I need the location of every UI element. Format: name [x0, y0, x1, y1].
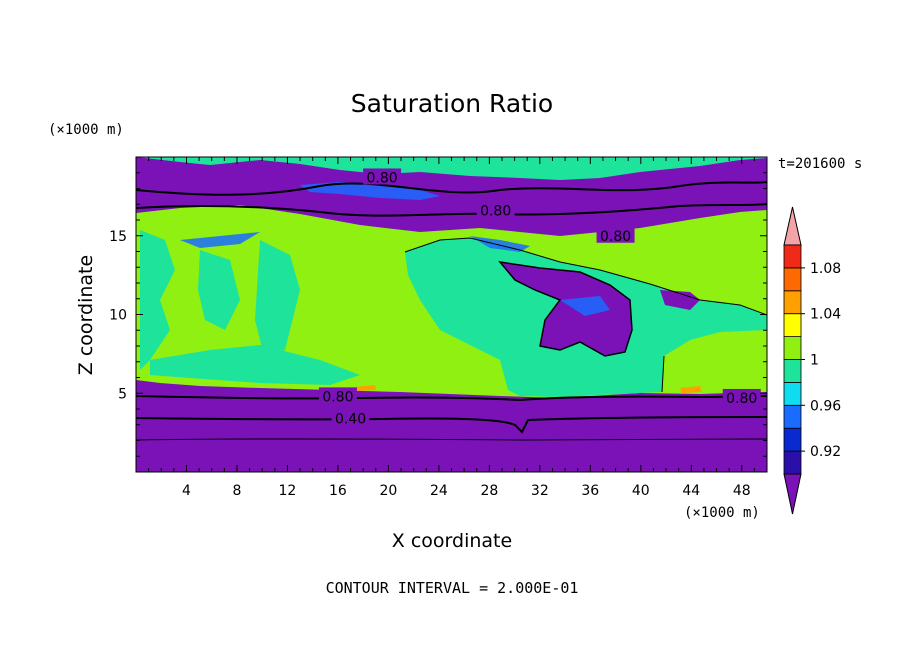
plot-area: 0.80 0.80 0.80 0.80 0.40 0.80: [136, 157, 767, 472]
y-tick-label: 15: [109, 229, 127, 245]
contour-label-bg: [318, 387, 357, 404]
colorbar-tick-label: 1.08: [810, 261, 841, 277]
y-unit-label: (×1000 m): [48, 122, 124, 138]
colorbar-tick-label: 0.92: [810, 444, 841, 460]
time-label: t=201600 s: [778, 156, 862, 172]
x-tick-label: 44: [682, 483, 700, 499]
colorbar-tick-label: 1.04: [810, 307, 841, 323]
colorbar-swatch: [783, 404, 802, 429]
y-tick-label: 10: [109, 308, 127, 324]
contour-line: [404, 237, 767, 316]
x-tick-label: 32: [531, 483, 549, 499]
colorbar-tick-label: 0.96: [810, 398, 841, 414]
field-dry-cloud: [500, 262, 632, 356]
contour-line: [661, 355, 665, 393]
field-dry-patch-right: [660, 290, 700, 310]
colorbar-swatch: [783, 427, 802, 452]
x-tick-label: 20: [379, 483, 397, 499]
x-tick-label: 36: [581, 483, 599, 499]
contour-line: [136, 416, 767, 434]
footer-text: CONTOUR INTERVAL = 2.000E-01: [326, 579, 579, 597]
contour-line: [136, 395, 767, 402]
x-tick-label: 12: [279, 483, 297, 499]
contour-label: 0.80: [726, 391, 757, 407]
colorbar-swatch: [783, 313, 802, 338]
x-axis-title: X coordinate: [392, 530, 512, 552]
field-aqua-strip-top: [136, 157, 767, 180]
contour-line: [136, 181, 767, 196]
colorbar-swatch: [783, 290, 802, 315]
field-orange-speck-left: [355, 385, 376, 391]
contour-lines: [136, 181, 767, 441]
colorbar-end-max: [783, 206, 802, 246]
field-blue-band: [180, 182, 610, 316]
colorbar: 0.92 0.96 1 1.04 1.08: [783, 206, 841, 515]
contour-label: 0.80: [367, 170, 398, 186]
x-tick-label: 16: [329, 483, 347, 499]
contour-line: [136, 438, 767, 441]
contour-label-bg: [722, 388, 761, 405]
y-axis: 5 10 15: [109, 172, 767, 457]
contour-label-bg: [596, 226, 635, 243]
colorbar-swatch: [783, 381, 802, 406]
contour-line: [498, 260, 633, 357]
colorbar-swatch: [783, 450, 802, 475]
y-tick-label: 5: [118, 386, 127, 402]
field-aqua-patches-left: [140, 230, 360, 385]
field-orange-speck-right: [680, 386, 702, 393]
x-axis: 4 8 12 16 20 24 28 32 36 40 44 48: [148, 157, 755, 499]
contour-label: 0.80: [322, 389, 353, 405]
contour-label-bg: [363, 168, 402, 185]
contour-label: 0.80: [600, 229, 631, 245]
x-unit-label: (×1000 m): [684, 505, 760, 521]
x-tick-label: 28: [480, 483, 498, 499]
colorbar-end-min: [783, 473, 802, 515]
x-tick-label: 40: [632, 483, 650, 499]
y-axis-title: Z coordinate: [75, 255, 97, 375]
colorbar-swatch: [783, 336, 802, 360]
x-tick-label: 24: [430, 483, 448, 499]
x-tick-label: 8: [232, 483, 241, 499]
colorbar-swatch: [783, 359, 802, 383]
contour-label: 0.80: [480, 204, 511, 220]
chart-title: Saturation Ratio: [351, 89, 553, 118]
x-tick-label: 48: [733, 483, 751, 499]
contour-label-bg: [331, 409, 370, 426]
colorbar-tick-label: 1: [810, 353, 819, 369]
colorbar-swatch: [783, 244, 802, 269]
contour-label: 0.40: [335, 411, 366, 427]
colorbar-swatch: [783, 267, 802, 292]
contour-labels: 0.80 0.80 0.80 0.80 0.40 0.80: [318, 168, 761, 427]
x-tick-label: 4: [182, 483, 191, 499]
contour-label-bg: [476, 201, 515, 218]
